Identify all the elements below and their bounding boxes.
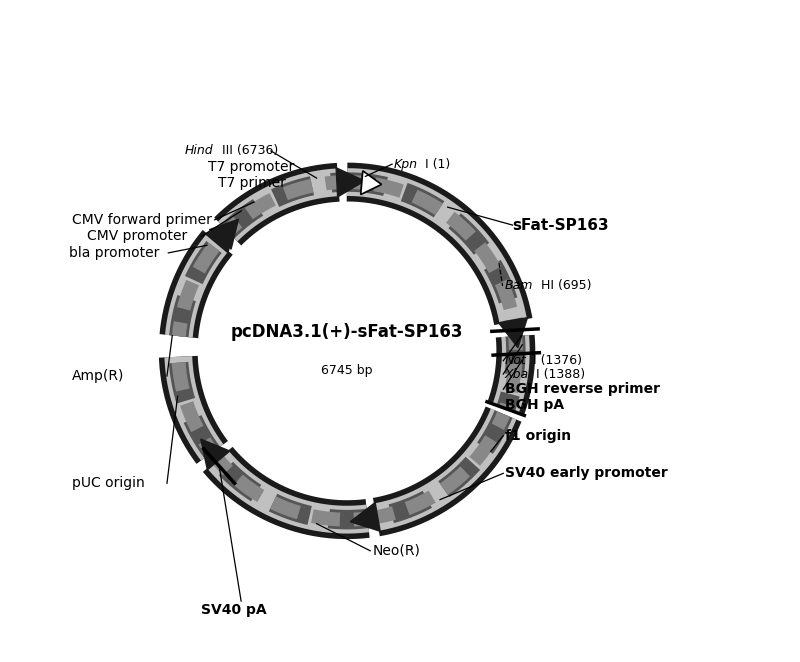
Text: bla promoter: bla promoter xyxy=(69,246,159,260)
Polygon shape xyxy=(361,171,382,195)
Text: I (1388): I (1388) xyxy=(536,367,585,381)
Polygon shape xyxy=(350,502,380,531)
Text: Bam: Bam xyxy=(505,279,533,293)
Text: SV40 pA: SV40 pA xyxy=(202,603,267,618)
Text: pcDNA3.1(+)-sFat-SP163: pcDNA3.1(+)-sFat-SP163 xyxy=(230,323,463,342)
Text: T7 primer: T7 primer xyxy=(218,176,286,191)
Polygon shape xyxy=(498,318,527,348)
Text: III (6736): III (6736) xyxy=(222,144,278,158)
Text: BGH reverse primer: BGH reverse primer xyxy=(505,382,659,397)
Text: Neo(R): Neo(R) xyxy=(372,544,420,558)
Text: Amp(R): Amp(R) xyxy=(72,369,125,383)
Text: T7 promoter: T7 promoter xyxy=(208,160,294,174)
Polygon shape xyxy=(206,222,234,253)
Text: SV40 early promoter: SV40 early promoter xyxy=(505,466,667,481)
Text: I (1376): I (1376) xyxy=(533,354,582,367)
Text: I (1): I (1) xyxy=(425,158,450,171)
Text: Not: Not xyxy=(505,354,526,367)
Text: f1 origin: f1 origin xyxy=(505,428,570,443)
Text: pUC origin: pUC origin xyxy=(72,476,145,491)
Polygon shape xyxy=(210,219,238,249)
Text: Xba: Xba xyxy=(505,367,529,381)
Text: sFat-SP163: sFat-SP163 xyxy=(513,218,609,232)
Polygon shape xyxy=(201,439,230,470)
Text: Kpn: Kpn xyxy=(394,158,418,171)
Text: Hind: Hind xyxy=(185,144,214,158)
Text: CMV promoter: CMV promoter xyxy=(87,229,187,244)
Polygon shape xyxy=(336,167,365,197)
Text: HI (695): HI (695) xyxy=(542,279,592,293)
Text: 6745 bp: 6745 bp xyxy=(322,364,373,377)
Text: CMV forward primer: CMV forward primer xyxy=(72,213,212,227)
Text: BGH pA: BGH pA xyxy=(505,398,564,412)
